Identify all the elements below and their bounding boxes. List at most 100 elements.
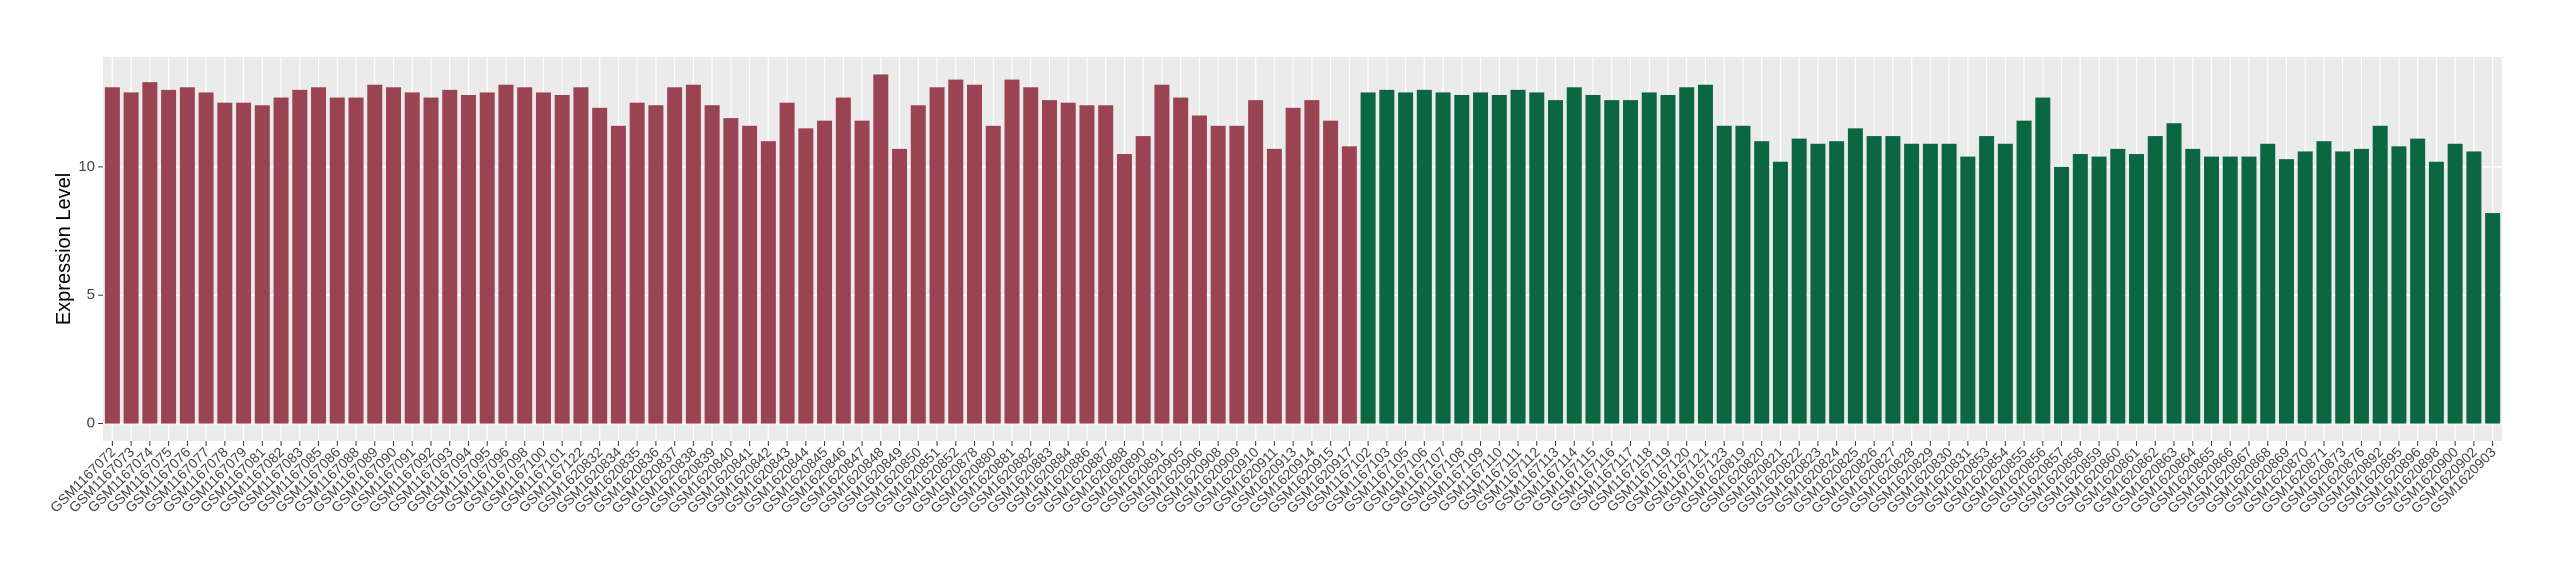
- bar: [1004, 79, 1020, 424]
- bar: [742, 125, 758, 424]
- bar: [910, 105, 926, 424]
- bar: [1604, 100, 1620, 424]
- bar: [292, 89, 308, 424]
- bar: [685, 84, 701, 424]
- bar: [1772, 161, 1788, 424]
- bar: [704, 105, 720, 424]
- bar: [198, 92, 214, 424]
- bar: [892, 148, 908, 424]
- bar: [835, 97, 851, 424]
- bar: [329, 97, 345, 424]
- bar: [311, 87, 327, 424]
- bar: [985, 125, 1001, 424]
- bar: [2054, 166, 2070, 424]
- bar: [2316, 141, 2332, 424]
- bar: [554, 94, 570, 424]
- bar: [929, 87, 945, 424]
- bar: [2185, 148, 2201, 424]
- bar: [2241, 156, 2257, 424]
- bar: [1810, 143, 1826, 424]
- bar: [1510, 89, 1526, 424]
- bar: [479, 92, 495, 424]
- bar: [1154, 84, 1170, 424]
- bar: [592, 107, 608, 424]
- bar: [273, 97, 289, 424]
- bar: [1754, 141, 1770, 424]
- bar: [2297, 151, 2313, 424]
- bar: [967, 84, 983, 424]
- bar: [217, 102, 233, 424]
- bar: [1135, 136, 1151, 424]
- y-tick-label: 5: [87, 286, 95, 303]
- bar: [517, 87, 533, 424]
- bar: [2110, 148, 2126, 424]
- bar: [179, 87, 195, 424]
- bar: [1941, 143, 1957, 424]
- bar: [1266, 148, 1282, 424]
- bar: [779, 102, 795, 424]
- bar: [104, 87, 120, 424]
- bar: [460, 94, 476, 424]
- bar: [254, 105, 270, 424]
- bar: [1191, 115, 1207, 424]
- bar: [854, 120, 870, 424]
- bar: [1697, 84, 1713, 424]
- bar: [2410, 138, 2426, 424]
- y-tick-label: 0: [87, 415, 95, 432]
- bar: [798, 128, 814, 424]
- bar: [1098, 105, 1114, 424]
- y-axis-label: Expression Level: [53, 173, 75, 325]
- y-tick-label: 10: [78, 158, 95, 175]
- bar: [498, 84, 514, 424]
- bar: [573, 87, 589, 424]
- bar: [236, 102, 252, 424]
- bar: [2166, 123, 2182, 424]
- bar: [1248, 100, 1264, 424]
- bar: [123, 92, 139, 424]
- bar: [1716, 125, 1732, 424]
- bar: [1566, 87, 1582, 424]
- bar: [2353, 148, 2369, 424]
- bar: [1679, 87, 1695, 424]
- bar: [1341, 146, 1357, 424]
- bar: [1660, 94, 1676, 424]
- bar: [1229, 125, 1245, 424]
- bar: [2466, 151, 2482, 424]
- bar: [1473, 92, 1489, 424]
- bar: [723, 118, 739, 424]
- bar: [2260, 143, 2276, 424]
- bar: [367, 84, 383, 424]
- bar: [1847, 128, 1863, 424]
- bar: [2016, 120, 2032, 424]
- bar: [2222, 156, 2238, 424]
- bar: [667, 87, 683, 424]
- bar: [1622, 100, 1638, 424]
- bar: [2147, 136, 2163, 424]
- bar: [1079, 105, 1095, 424]
- bar: [1922, 143, 1938, 424]
- bar: [648, 105, 664, 424]
- bar: [1829, 141, 1845, 424]
- bar: [1960, 156, 1976, 424]
- bar: [1398, 92, 1414, 424]
- bar: [1060, 102, 1076, 424]
- bar: [1304, 100, 1320, 424]
- bar: [873, 74, 889, 424]
- bar: [629, 102, 645, 424]
- bar: [386, 87, 402, 424]
- bar: [535, 92, 551, 424]
- bar: [1904, 143, 1920, 424]
- bar: [1041, 100, 1057, 424]
- bar: [1491, 94, 1507, 424]
- bar: [1735, 125, 1751, 424]
- bar: [1997, 143, 2013, 424]
- bar: [2391, 146, 2407, 424]
- bar: [2447, 143, 2463, 424]
- bar: [2485, 213, 2501, 424]
- bar: [1416, 89, 1432, 424]
- bar: [2129, 154, 2145, 424]
- bar: [1866, 136, 1882, 424]
- bar: [2035, 97, 2051, 424]
- bar: [404, 92, 420, 424]
